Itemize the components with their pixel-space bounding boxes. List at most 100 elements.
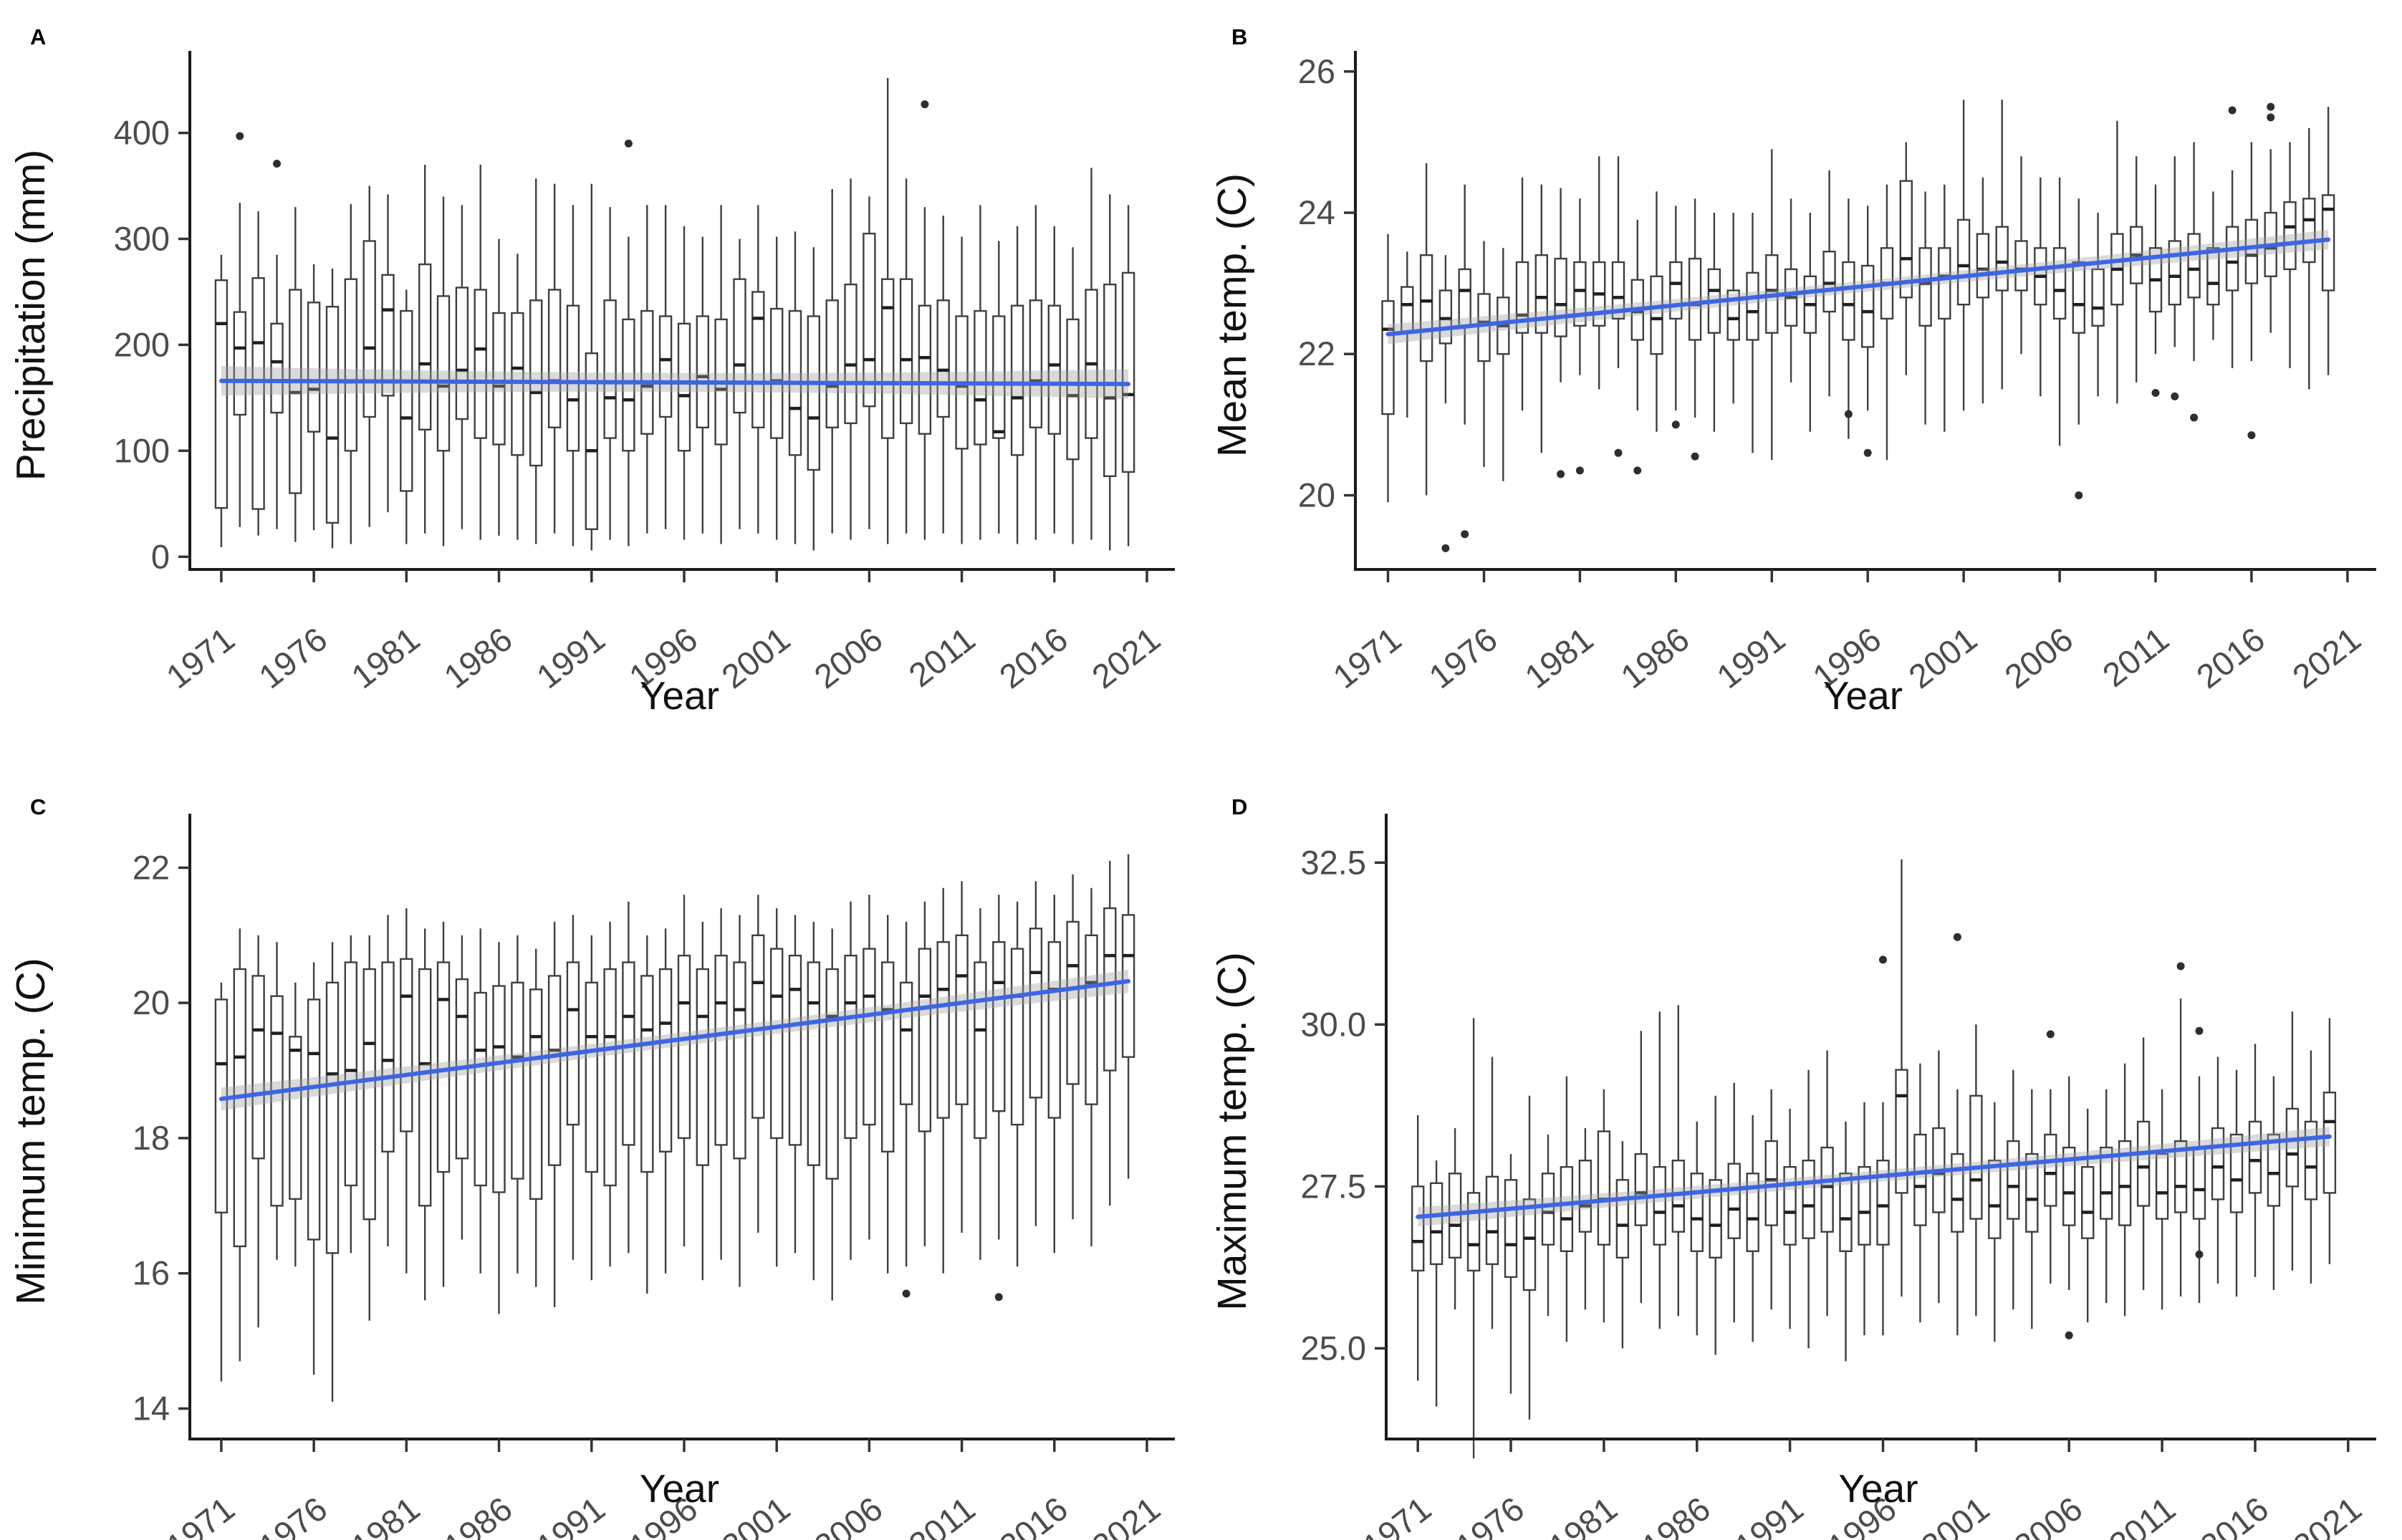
boxplot-2015	[1029, 205, 1043, 540]
boxplot-2005	[2034, 177, 2047, 397]
y-tick-label: 200	[114, 325, 170, 363]
boxplot-2001	[769, 908, 784, 1267]
boxplot-1973	[1419, 163, 1433, 496]
boxplot-1977	[325, 942, 340, 1402]
outlier-point	[1671, 420, 1680, 429]
outlier-point	[1461, 530, 1469, 539]
boxplot-1991	[585, 183, 598, 551]
boxplot-1983	[436, 196, 451, 547]
y-tick-label: 18	[133, 1119, 170, 1157]
boxplot-1999	[733, 239, 746, 529]
boxplot-1994	[1839, 1121, 1853, 1362]
boxplot-1971	[214, 982, 229, 1382]
boxplot-1997	[696, 921, 709, 1281]
boxplot-2002	[788, 915, 802, 1253]
panel-letter: D	[1231, 794, 1247, 819]
boxplot-1987	[511, 935, 524, 1274]
boxplot-1984	[455, 205, 469, 529]
outlier-point	[1691, 452, 1699, 461]
y-tick-label: 30.0	[1301, 1005, 1366, 1043]
boxplot-1988	[529, 948, 543, 1287]
boxplot-1995	[1842, 198, 1855, 439]
boxplot-2005	[2044, 1089, 2057, 1284]
boxplot-1998	[1899, 142, 1913, 375]
boxplot-1974	[270, 254, 284, 529]
boxplot-1975	[289, 207, 302, 542]
boxplot-1987	[1709, 1095, 1722, 1355]
boxplot-2011	[2155, 1089, 2169, 1310]
boxplot-2011	[955, 881, 969, 1233]
boxplot-2014	[1010, 226, 1024, 544]
boxplot-2018	[2285, 1011, 2300, 1271]
boxplot-2006	[863, 895, 876, 1240]
trend-line	[1416, 1134, 2332, 1219]
outlier-point	[1575, 466, 1584, 475]
boxplot-2018	[1085, 168, 1098, 540]
outlier-point	[1844, 410, 1853, 418]
boxplot-1998	[1913, 1063, 1927, 1323]
boxplot-1983	[1634, 1031, 1648, 1304]
outlier-point	[2247, 431, 2256, 440]
boxplot-2019	[1103, 194, 1117, 551]
outlier-point	[2046, 1030, 2055, 1039]
boxplot-2017	[1066, 874, 1080, 1220]
boxplot-2020	[1121, 205, 1135, 547]
outlier-point	[1441, 544, 1450, 552]
boxplot-1981	[1573, 198, 1587, 375]
boxplot-2013	[2187, 142, 2201, 362]
boxplot-2013	[992, 895, 1006, 1240]
boxplot-1980	[381, 194, 395, 513]
outlier-point	[1953, 933, 1961, 941]
boxplot-2017	[2267, 1076, 2281, 1290]
outlier-point	[2195, 1026, 2204, 1035]
boxplot-2015	[2229, 1069, 2244, 1297]
boxplot-1992	[603, 207, 617, 540]
boxplot-1980	[381, 915, 395, 1246]
outlier-point	[902, 1289, 911, 1298]
boxplot-1972	[233, 203, 246, 527]
panel-letter: A	[30, 24, 46, 49]
boxplot-2013	[992, 241, 1006, 534]
outlier-point	[624, 139, 633, 148]
boxplot-1999	[1918, 191, 1932, 425]
panel-a-precipitation: 0 100 200 300 400 1971 1976 1981 1986 1991 1996 200…	[0, 0, 1201, 770]
boxplot-2001	[1969, 1024, 1983, 1317]
x-axis-title: Year	[640, 673, 719, 718]
boxplot-1973	[251, 211, 265, 536]
boxplot-1976	[1477, 241, 1491, 467]
boxplot-2016	[2248, 1044, 2262, 1277]
outlier-point	[2195, 1250, 2204, 1259]
boxplot-2012	[974, 908, 987, 1260]
boxplot-1976	[307, 962, 321, 1375]
boxplot-2011	[2148, 184, 2163, 355]
boxplot-1978	[1515, 177, 1529, 411]
boxplot-2019	[1103, 860, 1117, 1206]
boxplot-1996	[677, 226, 691, 540]
boxplot-1992	[603, 921, 617, 1267]
boxplot-2018	[1085, 887, 1098, 1246]
x-axis-title: Year	[1823, 673, 1903, 718]
outlier-point	[2176, 962, 2185, 971]
y-tick-label: 20	[1298, 476, 1335, 514]
outlier-point	[2151, 389, 2160, 397]
boxplot-1996	[1876, 1102, 1890, 1336]
boxplot-1990	[566, 205, 580, 547]
boxplot-1979	[1560, 1076, 1574, 1342]
plot-background	[1201, 0, 2402, 770]
outlier-point	[2190, 413, 2199, 422]
boxplot-1993	[622, 901, 635, 1253]
boxplot-2010	[936, 216, 950, 534]
boxplot-1983	[436, 921, 451, 1287]
outlier-point	[1863, 448, 1872, 457]
boxplot-1985	[1650, 191, 1663, 432]
boxplot-2000	[1938, 184, 1951, 432]
outlier-point	[236, 132, 244, 140]
boxplot-1972	[1429, 1160, 1443, 1407]
outlier-point	[2267, 102, 2275, 111]
boxplot-1990	[1764, 1089, 1778, 1310]
boxplot-2008	[899, 921, 913, 1267]
boxplot-2005	[844, 178, 857, 540]
boxplot-1975	[1458, 184, 1471, 425]
boxplot-1989	[547, 183, 562, 534]
